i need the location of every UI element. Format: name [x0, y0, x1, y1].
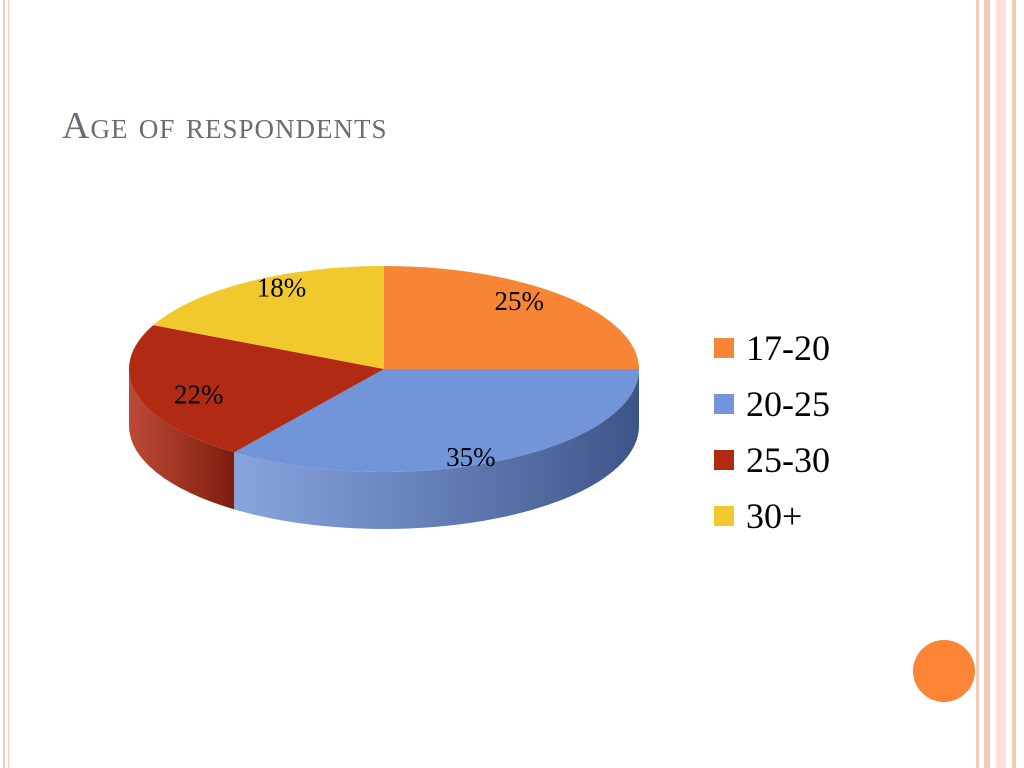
pie-label-25-30: 22% — [174, 379, 224, 409]
legend-swatch — [714, 506, 734, 526]
frame-line-left-inner — [8, 0, 9, 768]
frame-right-line-3 — [1012, 0, 1016, 768]
frame-line-left — [3, 0, 5, 768]
frame-right-line-2 — [984, 0, 990, 768]
frame-right-band — [996, 0, 1006, 768]
pie-label-30-plus: 18% — [257, 272, 307, 302]
pie-label-20-25: 35% — [446, 442, 496, 472]
pie-label-17-20: 25% — [494, 286, 544, 316]
legend-swatch — [714, 394, 734, 414]
pie-side-25-30 — [129, 369, 235, 510]
pie-slices — [129, 266, 640, 472]
pie-slice-20-25 — [234, 369, 640, 472]
pie-side-20-25 — [234, 369, 640, 530]
slide-title: Age of respondents — [62, 105, 388, 147]
pie-sides — [129, 369, 640, 530]
legend-label: 17-20 — [746, 328, 830, 368]
legend-item-25-30: 25-30 — [714, 432, 830, 488]
pie-slice-30-plus — [153, 266, 384, 369]
pie-data-labels: 25% 35% 22% 18% — [174, 272, 544, 472]
legend-item-17-20: 17-20 — [714, 320, 830, 376]
legend-label: 25-30 — [746, 440, 830, 480]
legend-item-20-25: 20-25 — [714, 376, 830, 432]
legend-item-30-plus: 30+ — [714, 488, 830, 544]
legend-label: 20-25 — [746, 384, 830, 424]
chart-legend: 17-20 20-25 25-30 30+ — [714, 320, 830, 544]
pie-slice-25-30 — [129, 325, 384, 453]
accent-dot — [913, 640, 975, 702]
legend-swatch — [714, 338, 734, 358]
legend-label: 30+ — [746, 496, 803, 536]
frame-right-border — [976, 0, 1024, 768]
pie-slice-17-20 — [384, 266, 639, 369]
legend-swatch — [714, 450, 734, 470]
frame-right-line-1 — [976, 0, 979, 768]
